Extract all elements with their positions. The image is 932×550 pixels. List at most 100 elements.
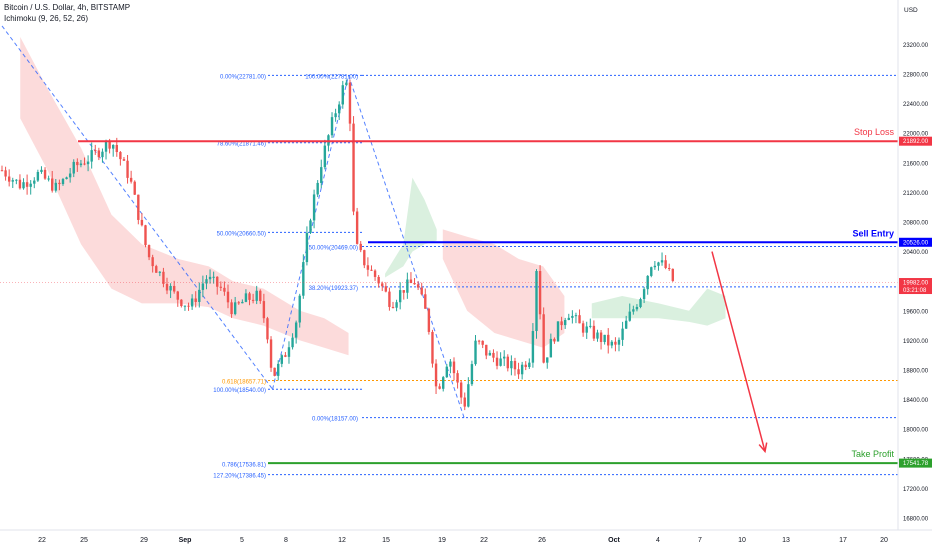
candle xyxy=(119,152,122,160)
candle xyxy=(115,144,118,153)
fib-level-label: 50.00%(20469.00) xyxy=(309,245,358,251)
candle xyxy=(291,337,294,348)
candle xyxy=(54,182,58,191)
candle xyxy=(438,386,441,389)
candle xyxy=(255,290,258,301)
fib-level-label: 0.786(17536.81) xyxy=(222,462,266,468)
candle xyxy=(520,364,524,375)
candle xyxy=(15,179,18,181)
candle xyxy=(198,289,201,302)
candle xyxy=(556,321,560,342)
candle xyxy=(578,315,581,324)
candle xyxy=(420,287,423,295)
candle xyxy=(574,315,578,317)
candle xyxy=(621,328,624,340)
candle xyxy=(29,183,32,187)
y-tick-label: 16800.00 xyxy=(903,517,929,523)
fib-level-label: 127.20%(17386.45) xyxy=(213,474,266,480)
candle xyxy=(474,340,477,365)
candle xyxy=(216,276,219,287)
candle xyxy=(481,340,484,345)
candle xyxy=(639,299,642,308)
candle xyxy=(653,265,657,268)
candle xyxy=(381,283,384,287)
candle xyxy=(140,219,144,226)
candle xyxy=(391,306,395,308)
candle xyxy=(223,287,226,292)
candle xyxy=(531,331,535,363)
candle xyxy=(470,364,474,385)
x-tick-label: 22 xyxy=(480,537,488,544)
candle xyxy=(298,295,301,323)
candle xyxy=(284,355,287,357)
candle xyxy=(316,182,319,195)
candle xyxy=(334,113,337,118)
candle xyxy=(158,271,162,273)
candle xyxy=(133,181,136,195)
candle xyxy=(137,194,140,220)
fib-level-label: 50.00%(20660.50) xyxy=(217,231,266,237)
candle xyxy=(445,366,449,378)
candle xyxy=(542,314,545,363)
candle xyxy=(503,356,506,359)
current-price-tag xyxy=(899,278,932,295)
candle xyxy=(459,382,463,398)
candle xyxy=(610,341,614,346)
candle xyxy=(237,302,240,304)
candle xyxy=(424,294,427,309)
candle xyxy=(169,285,172,291)
candle xyxy=(201,283,205,290)
x-tick-label: 10 xyxy=(738,537,746,544)
candle xyxy=(607,334,610,346)
y-tick-label: 19600.00 xyxy=(903,309,929,315)
candle xyxy=(83,163,86,165)
candle xyxy=(72,161,75,174)
ichimoku-cloud-bullish xyxy=(385,177,437,278)
candle xyxy=(266,318,269,340)
price-axis[interactable] xyxy=(898,0,932,550)
candle xyxy=(452,361,456,374)
x-tick-label: 20 xyxy=(880,537,888,544)
candle xyxy=(449,361,452,367)
candle xyxy=(657,262,660,266)
candle xyxy=(456,373,459,383)
candle xyxy=(510,360,513,369)
candle xyxy=(442,377,445,389)
x-tick-label: 25 xyxy=(80,537,88,544)
candle xyxy=(241,301,244,304)
candle xyxy=(617,339,621,345)
y-tick-label: 23200.00 xyxy=(903,43,929,49)
candle xyxy=(262,301,266,319)
candle xyxy=(79,163,83,166)
currency-label: USD xyxy=(904,7,918,14)
x-tick-label: 7 xyxy=(698,537,702,544)
candle xyxy=(0,170,4,172)
candle xyxy=(194,298,197,302)
candle xyxy=(370,269,373,271)
candle xyxy=(280,355,284,364)
x-tick-label: 4 xyxy=(656,537,660,544)
candle xyxy=(635,307,639,310)
x-tick-label: 13 xyxy=(782,537,790,544)
candle xyxy=(650,267,653,276)
projection-arrow xyxy=(711,251,766,452)
fib-level-label: 100.00%(22781.00) xyxy=(305,74,358,80)
candle xyxy=(287,347,291,357)
candle xyxy=(172,285,176,292)
candle xyxy=(40,169,43,172)
y-tick-label: 18000.00 xyxy=(903,428,929,434)
candle xyxy=(463,397,466,407)
candle xyxy=(549,338,553,358)
candle xyxy=(398,290,402,303)
candle xyxy=(517,369,520,375)
candle xyxy=(402,290,405,293)
candle xyxy=(155,266,158,273)
y-tick-label: 17200.00 xyxy=(903,487,929,493)
candle xyxy=(33,180,36,184)
fib-level-label: 100.00%(18540.00) xyxy=(213,388,266,394)
candle xyxy=(596,332,599,339)
symbol-title: Bitcoin / U.S. Dollar, 4h, BITSTAMP xyxy=(4,3,131,12)
projection-arrowhead xyxy=(758,442,768,454)
candle xyxy=(147,245,151,258)
